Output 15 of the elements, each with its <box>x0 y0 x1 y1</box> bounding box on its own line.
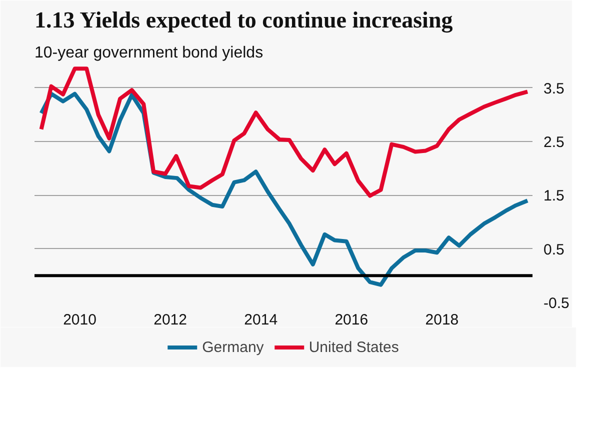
line-series <box>39 66 530 198</box>
y-tick-label: 3.5 <box>544 80 564 98</box>
y-tick-label: 1.5 <box>544 188 564 205</box>
chart-title: 1.13 Yields expected to continue increasing <box>34 8 454 34</box>
legend-label: United States <box>308 338 399 356</box>
y-tick-label: 2.5 <box>544 134 564 152</box>
x-tick-label: 2014 <box>244 312 278 328</box>
x-tick-label: 2010 <box>63 312 96 328</box>
x-tick-label: 2018 <box>425 312 459 328</box>
chart-subtitle: 10-year government bond yields <box>34 44 264 62</box>
y-tick-label: 0.5 <box>544 241 564 258</box>
x-tick-label: 2012 <box>154 312 188 328</box>
legend-label: Germany <box>202 338 264 356</box>
y-tick-label: -0.5 <box>544 295 570 312</box>
x-tick-label: 2016 <box>334 312 368 328</box>
